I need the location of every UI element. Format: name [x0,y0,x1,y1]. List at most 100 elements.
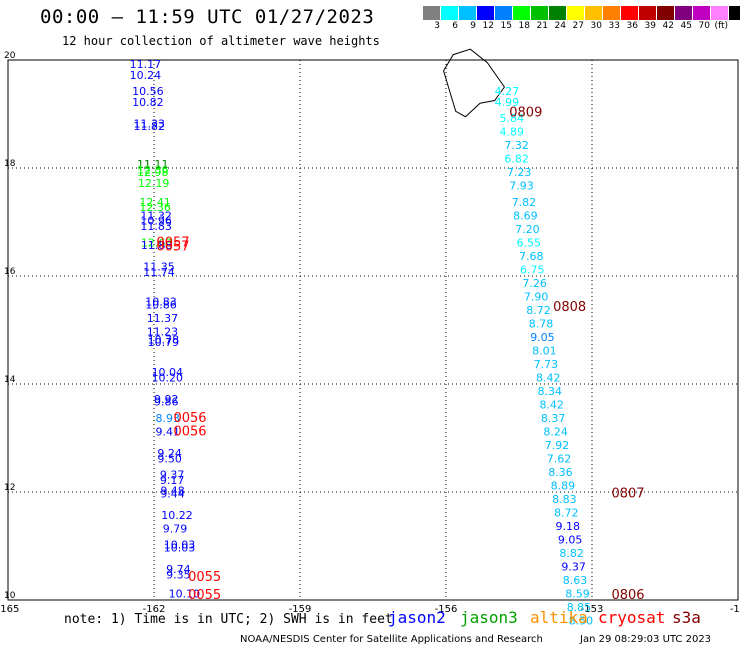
wave-height-label: 10.20 [152,371,184,384]
wave-height-label: 10.03 [164,541,196,554]
wave-height-label: 10.79 [148,336,180,349]
color-swatch [602,6,620,20]
color-swatch [440,6,458,20]
wave-height-label: 9.24 [157,447,182,460]
color-swatch [584,6,602,20]
pass-time-label: 0806 [611,588,644,603]
wave-height-label: 9.79 [163,523,188,536]
color-swatch [458,6,476,20]
color-swatch [512,6,530,20]
wave-height-label: 12.19 [138,177,170,190]
pass-time-label: 0809 [509,106,542,121]
wave-height-label: 8.42 [536,371,561,384]
pass-time-label: 0056 [173,424,206,439]
color-swatch [476,6,494,20]
wave-height-label: 9.50 [157,452,182,465]
y-tick-label: 18 [4,159,16,169]
pass-time-label: 0057 [156,235,189,250]
color-scale-label: 3 [434,21,440,31]
color-scale-label: 15 [500,21,512,31]
wave-height-label: 11.35 [143,261,175,274]
color-scale-label: 30 [590,21,602,31]
wave-height-label: 6.55 [517,236,542,249]
wave-height-label: 9.92 [154,393,179,406]
wave-height-label: 9.35 [166,568,191,581]
pass-time-label: 0055 [188,588,221,603]
wave-height-label: 7.90 [524,290,549,303]
color-swatch [620,6,638,20]
legend-entry-jason2: jason2 [388,608,446,627]
wave-height-label: 7.92 [545,439,570,452]
x-tick-label: -162 [143,604,166,615]
wave-height-label: 7.68 [519,250,544,263]
color-swatch [494,6,512,20]
wave-height-label: 8.89 [551,479,576,492]
wave-height-label: 9.44 [160,487,185,500]
y-tick-label: 20 [4,51,16,61]
legend-entry-cryosat: cryosat [598,608,666,627]
wave-height-label: 9.37 [561,560,586,573]
footer-timestamp: Jan 29 08:29:03 UTC 2023 [580,634,712,645]
footer-credit: NOAA/NESDIS Center for Satellite Applica… [240,634,543,645]
wave-height-label: 11.33 [134,118,166,131]
wave-height-label: 11.83 [140,220,172,233]
color-swatch [566,6,584,20]
color-swatch [638,6,656,20]
plot-frame [7,59,739,601]
wave-height-label: 4.27 [495,85,519,98]
color-swatch [548,6,566,20]
wave-height-label: 9.05 [558,533,583,546]
wave-height-label: 11.82 [134,120,166,133]
wave-height-label: 8.83 [552,493,577,506]
wave-height-label: 8.34 [537,385,562,398]
color-scale-label: 21 [536,21,548,31]
color-scale-label: 18 [518,21,530,31]
page-subtitle: 12 hour collection of altimeter wave hei… [62,34,380,48]
wave-height-label: 10.22 [161,509,193,522]
wave-height-label: 11.88 [141,239,173,252]
wave-height-label: 8.24 [543,425,568,438]
wave-height-label: 9.05 [530,331,555,344]
wave-height-label: 8.50 [569,614,594,627]
color-scale-label: 6 [452,21,458,31]
color-scale-label: 70 [698,21,710,31]
x-tick-label: -159 [289,604,312,615]
wave-height-label: 8.78 [529,317,554,330]
color-scale-label: 27 [572,21,584,31]
wave-height-label: 7.26 [522,277,547,290]
x-tick-label: -153 [581,604,604,615]
color-scale-bar [422,6,740,20]
color-swatch [530,6,548,20]
pass-time-label: 0055 [188,570,221,585]
wave-height-label: 8.59 [565,587,590,600]
wave-height-label: 8.93 [155,412,180,425]
color-scale-label: 36 [626,21,638,31]
color-scale-label: 33 [608,21,620,31]
coastline-outline [443,48,506,118]
color-scale-labels: 3 6 9 12 15 18 21 24 27 30 33 36 39 42 45 70 (ft) [422,21,728,31]
x-tick-label: -165 [0,604,19,615]
wave-height-label: 11.11 [137,158,169,171]
legend-entry-jason3: jason3 [460,608,518,627]
wave-height-label: 8.37 [541,412,566,425]
x-tick-label: -156 [435,604,458,615]
color-swatch [728,6,740,20]
y-tick-label: 10 [4,591,16,601]
wave-height-label: 8.42 [539,398,564,411]
wave-height-label: 10.24 [130,69,162,82]
wave-height-label: 8.01 [532,344,557,357]
color-swatch [710,6,728,20]
wave-height-label: 8.72 [554,506,579,519]
wave-height-label: 10.78 [148,334,180,347]
wave-height-label: 9.86 [154,396,179,409]
wave-height-label: 12.41 [139,196,171,209]
y-tick-label: 12 [4,483,15,493]
color-scale-label: 42 [662,21,674,31]
wave-height-label: 8.85 [567,601,592,614]
color-swatch [422,6,440,20]
wave-height-label: 7.62 [547,452,572,465]
wave-height-label: 6.82 [504,153,529,166]
pass-time-label: 0807 [611,486,644,501]
wave-height-label: 4.99 [495,96,519,109]
